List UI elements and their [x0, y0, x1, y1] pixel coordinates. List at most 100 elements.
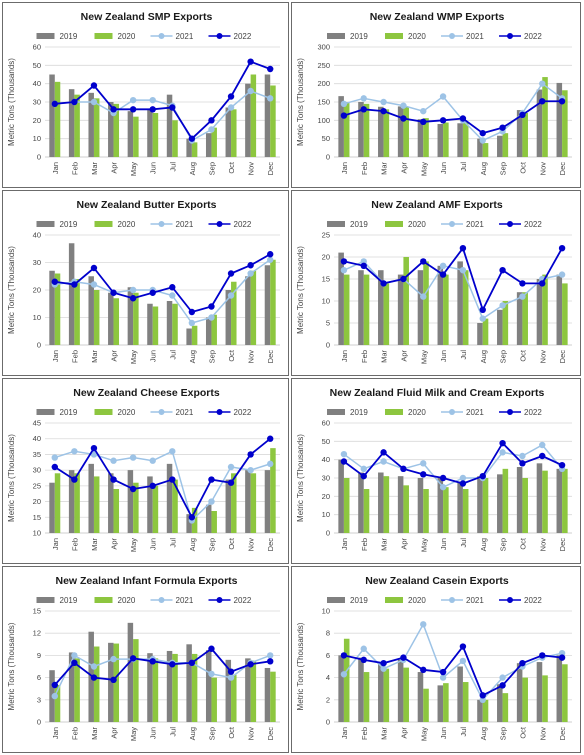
point-2021 [519, 293, 526, 300]
bar-2020 [133, 116, 139, 157]
x-tick-label: Apr [399, 161, 408, 173]
y-tick-label: 50 [322, 134, 330, 143]
bar-2020 [250, 473, 257, 533]
x-tick-label: Jul [459, 727, 468, 737]
chart-panel: New Zealand Infant Formula Exports 2019 20… [2, 566, 289, 753]
line-2021 [343, 260, 563, 320]
x-tick-label: Jan [51, 162, 60, 174]
point-2021 [340, 267, 348, 274]
x-tick-label: Jun [149, 538, 158, 550]
point-2022 [71, 476, 78, 483]
point-2022 [479, 472, 486, 480]
bar-2019 [417, 672, 424, 722]
bar-2020 [133, 292, 139, 345]
point-2021 [267, 652, 274, 659]
x-tick-label: Mar [90, 538, 99, 551]
point-2022 [227, 668, 235, 675]
bar-2019 [338, 252, 344, 345]
bar-2019 [477, 699, 483, 722]
point-2022 [227, 479, 235, 486]
point-2021 [340, 450, 348, 458]
point-2022 [188, 135, 196, 142]
point-2022 [247, 58, 254, 65]
point-2021 [539, 80, 546, 87]
bar-2019 [225, 659, 232, 722]
x-tick-label: Mar [380, 538, 389, 551]
bar-2019 [127, 470, 134, 533]
bar-2020 [54, 81, 61, 157]
legend-label-2021: 2021 [466, 408, 484, 417]
point-2021 [71, 652, 78, 659]
y-axis-label: Metric Tons (Thousands) [7, 434, 16, 522]
bar-2019 [68, 243, 75, 345]
y-axis-label: Metric Tons (Thousands) [296, 622, 305, 710]
point-2022 [247, 661, 254, 668]
bar-2020 [270, 259, 276, 345]
point-2022 [188, 514, 196, 521]
y-tick-label: 10 [33, 313, 41, 322]
point-2022 [380, 107, 387, 115]
legend-swatch-2020 [94, 33, 113, 39]
bar-2019 [358, 657, 364, 722]
x-tick-label: Aug [479, 727, 488, 740]
legend-label-2020: 2020 [118, 408, 136, 417]
x-tick-label: Oct [227, 161, 236, 174]
bar-2020 [542, 675, 548, 722]
legend-marker-2021 [158, 409, 165, 415]
point-2021 [479, 137, 486, 144]
bar-2019 [338, 96, 344, 157]
bar-2019 [88, 276, 94, 345]
point-2021 [71, 448, 78, 455]
x-tick-label: Dec [558, 727, 567, 741]
point-2021 [380, 98, 387, 106]
point-2021 [149, 457, 156, 464]
chart-svg: New Zealand Infant Formula Exports 2019 20… [7, 575, 280, 741]
point-2022 [360, 106, 367, 113]
x-tick-label: Sep [499, 727, 508, 740]
legend-label-2022: 2022 [524, 596, 542, 605]
x-tick-label: Mar [90, 350, 99, 363]
point-2022 [169, 284, 176, 291]
point-2022 [110, 289, 117, 296]
bar-2019 [497, 684, 503, 722]
bar-2020 [403, 485, 409, 533]
legend-swatch-2019 [36, 33, 55, 39]
bar-2019 [338, 655, 344, 722]
bar-2020 [54, 685, 61, 722]
chart-title: New Zealand AMF Exports [371, 199, 503, 211]
bar-2020 [250, 74, 257, 157]
point-2022 [90, 444, 98, 452]
line-2021 [54, 654, 271, 697]
point-2022 [110, 676, 117, 684]
point-2021 [267, 256, 274, 263]
bar-2020 [462, 682, 469, 722]
bar-2019 [68, 652, 75, 722]
x-tick-label: Jul [459, 162, 468, 172]
x-tick-label: Oct [518, 161, 527, 174]
x-tick-label: Apr [110, 537, 119, 549]
y-axis-label: Metric Tons (Thousands) [296, 246, 305, 334]
bar-2019 [264, 470, 271, 533]
y-axis-label: Metric Tons (Thousands) [7, 246, 16, 334]
x-tick-label: Mar [380, 162, 389, 175]
bar-2019 [147, 303, 153, 345]
point-2021 [247, 270, 254, 277]
bar-2020 [172, 303, 178, 345]
bar-2020 [270, 85, 276, 157]
chart-panel: New Zealand SMP Exports 2019 2020 2021 2022 M… [2, 2, 289, 188]
bar-2019 [186, 644, 192, 722]
bar-2019 [166, 650, 173, 722]
bar-2020 [74, 279, 80, 345]
legend-label-2022: 2022 [234, 220, 252, 229]
bar-2020 [74, 473, 80, 533]
bar-2020 [443, 274, 449, 345]
bar-2020 [172, 479, 178, 533]
point-2022 [340, 652, 348, 659]
point-2022 [208, 645, 215, 652]
bar-2020 [562, 468, 568, 533]
bar-2019 [108, 292, 114, 345]
point-2021 [499, 302, 506, 309]
line-2021 [343, 444, 563, 489]
x-tick-label: Sep [499, 538, 508, 551]
